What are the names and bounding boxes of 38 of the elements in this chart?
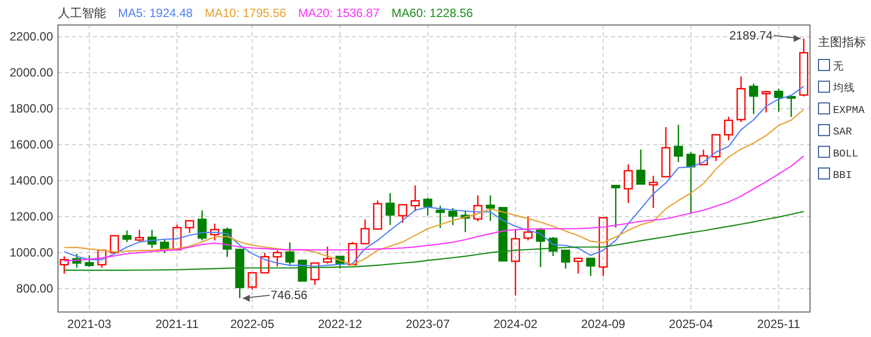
text: 主图指标 <box>818 35 866 49</box>
y-tick-label: 2200.00 <box>10 30 54 44</box>
y-tick-label: 1000.00 <box>10 246 54 260</box>
text: BBI <box>833 170 852 182</box>
annotation: 2189.74 <box>729 28 774 43</box>
y-tick-label: 800.00 <box>16 282 54 296</box>
candlestick <box>198 210 207 242</box>
candlestick <box>473 194 482 222</box>
text: EXPMA <box>833 104 866 117</box>
x-tick-label: 2021-11 <box>155 317 199 331</box>
candlestick <box>648 175 658 209</box>
annotation: 746.56 <box>270 288 308 302</box>
x-tick-label: 2022-05 <box>230 317 275 331</box>
x-tick-label: 2023-07 <box>406 317 450 331</box>
text: 无 <box>833 60 844 74</box>
text: 均线 <box>832 81 855 96</box>
chart-title: 人工智能 <box>58 6 106 20</box>
y-tick-label: 1800.00 <box>10 102 54 116</box>
text: BOLL <box>833 148 858 160</box>
x-tick-label: 2021-03 <box>67 317 112 331</box>
x-tick-label: 2024-09 <box>581 317 626 331</box>
x-tick-label: 2022-12 <box>318 317 362 331</box>
candlestick <box>386 192 395 226</box>
text: MA20: 1536.87 <box>298 6 380 20</box>
text: MA60: 1228.56 <box>392 6 474 20</box>
text: MA5: 1924.48 <box>118 6 194 20</box>
y-tick-label: 2000.00 <box>10 66 54 80</box>
text: MA10: 1795.56 <box>204 6 286 20</box>
x-tick-label: 2025-04 <box>668 317 714 331</box>
text: SAR <box>833 126 853 139</box>
y-tick-label: 1200.00 <box>10 210 54 224</box>
x-tick-label: 2025-11 <box>757 317 801 331</box>
y-tick-label: 1400.00 <box>10 174 54 188</box>
candlestick <box>510 228 520 296</box>
y-tick-label: 1600.00 <box>10 138 54 152</box>
candlestick <box>486 194 495 222</box>
x-tick-label: 2024-02 <box>493 317 538 331</box>
candlestick <box>624 164 633 204</box>
